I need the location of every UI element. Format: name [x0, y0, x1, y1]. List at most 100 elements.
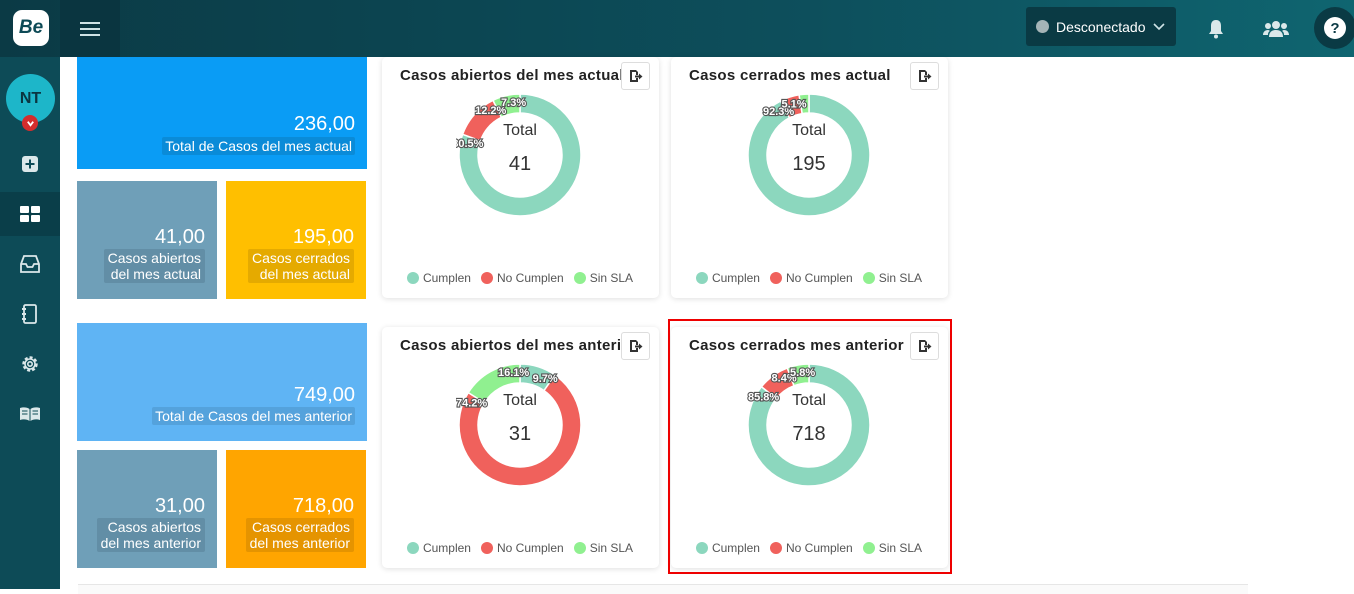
tile-current-closed[interactable]: 195,00 Casos cerrados del mes actual — [226, 181, 366, 299]
legend-item-no-cumplen[interactable]: No Cumplen — [769, 271, 853, 285]
bell-icon — [1209, 19, 1223, 38]
legend-label: Cumplen — [711, 541, 760, 555]
legend-item-cumplen[interactable]: Cumplen — [695, 541, 760, 555]
export-button[interactable] — [621, 62, 650, 90]
help-button[interactable]: ? — [1314, 7, 1354, 49]
sidebar-item-dashboard[interactable] — [0, 192, 60, 236]
tile-current-total[interactable]: 236,00 Total de Casos del mes actual — [77, 57, 367, 169]
tile-label: Casos abiertos del mes actual — [103, 249, 205, 283]
slice-percent-label: 16.1% — [498, 367, 529, 379]
donut-slice-cumplen[interactable] — [458, 93, 582, 217]
status-indicator — [1036, 20, 1049, 33]
legend-item-sin-sla[interactable]: Sin SLA — [573, 271, 633, 285]
legend-item-cumplen[interactable]: Cumplen — [406, 271, 471, 285]
export-icon — [629, 70, 642, 82]
dashboard-icon — [20, 206, 40, 222]
users-button[interactable] — [1251, 0, 1301, 57]
donut-slice-cumplen[interactable] — [747, 363, 871, 487]
legend-item-cumplen[interactable]: Cumplen — [695, 271, 760, 285]
donut-slice-sin-sla[interactable] — [798, 93, 810, 115]
legend-item-cumplen[interactable]: Cumplen — [406, 541, 471, 555]
legend-label: No Cumplen — [496, 541, 564, 555]
help-icon: ? — [1324, 17, 1346, 39]
users-icon — [1263, 20, 1289, 37]
sidebar-item-inbox[interactable] — [0, 242, 60, 286]
menu-button[interactable] — [60, 0, 120, 57]
donut-total-value: 195 — [792, 153, 825, 175]
tile-label-line2: del mes anterior — [249, 535, 350, 551]
tile-label-line2: del mes anterior — [100, 535, 201, 551]
legend-swatch — [695, 542, 708, 554]
chart-legend: Cumplen No Cumplen Sin SLA — [382, 541, 658, 555]
tile-current-open[interactable]: 41,00 Casos abiertos del mes actual — [77, 181, 217, 299]
legend-label: Cumplen — [711, 271, 760, 285]
tile-value: 31,00 — [154, 495, 205, 517]
export-button[interactable] — [621, 332, 650, 360]
legend-swatch — [573, 272, 586, 284]
avatar-menu-toggle[interactable] — [22, 115, 38, 131]
tile-label-line2: del mes actual — [110, 266, 201, 282]
gear-icon — [22, 356, 38, 372]
chart-legend: Cumplen No Cumplen Sin SLA — [671, 271, 947, 285]
donut-total-label: Total — [792, 122, 826, 139]
legend-swatch — [573, 542, 586, 554]
tile-prev-total[interactable]: 749,00 Total de Casos del mes anterior — [77, 323, 367, 441]
donut-slice-sin-sla[interactable] — [467, 363, 521, 404]
donut-total-label: Total — [503, 122, 537, 139]
legend-swatch — [406, 272, 419, 284]
chevron-down-icon — [26, 120, 34, 127]
slice-percent-label: 7.3% — [501, 97, 526, 109]
notifications-button[interactable] — [1191, 0, 1241, 57]
legend-swatch — [480, 542, 493, 554]
top-bar: Be Desconectado ? — [0, 0, 1354, 57]
legend-label: No Cumplen — [785, 271, 853, 285]
donut-chart: 9.7% 74.2% 16.1% Total 31 — [456, 363, 582, 487]
avatar[interactable]: NT — [6, 74, 55, 123]
legend-item-no-cumplen[interactable]: No Cumplen — [480, 271, 564, 285]
export-icon — [918, 70, 931, 82]
legend-swatch — [695, 272, 708, 284]
tile-prev-closed[interactable]: 718,00 Casos cerrados del mes anterior — [226, 450, 366, 568]
donut-slice-sin-sla[interactable] — [491, 93, 521, 119]
slice-percent-label: 5.1% — [782, 99, 807, 111]
slice-percent-label: 5.8% — [790, 367, 815, 379]
slice-percent-label: 74.2% — [456, 397, 487, 409]
notebook-icon — [22, 304, 37, 324]
chart-card-open-previous: Casos abiertos del mes anterior 9.7% 74.2%… — [382, 327, 659, 568]
slice-percent-label: 12.2% — [475, 105, 506, 117]
donut-slice-sin-sla[interactable] — [786, 363, 810, 387]
export-icon — [918, 340, 931, 352]
connection-status-dropdown[interactable]: Desconectado — [1026, 7, 1176, 46]
donut-slice-cumplen[interactable] — [747, 93, 871, 217]
sidebar-item-new[interactable] — [0, 142, 60, 186]
chart-title: Casos cerrados mes anterior — [689, 337, 904, 354]
sidebar-item-settings[interactable] — [0, 342, 60, 386]
donut-total-value: 41 — [509, 153, 531, 175]
tile-label-line1: Casos abiertos — [107, 250, 201, 266]
tile-value: 236,00 — [293, 113, 355, 135]
legend-swatch — [406, 542, 419, 554]
slice-percent-label: 8.4% — [772, 373, 797, 385]
legend-item-no-cumplen[interactable]: No Cumplen — [769, 541, 853, 555]
legend-swatch — [862, 542, 875, 554]
legend-item-no-cumplen[interactable]: No Cumplen — [480, 541, 564, 555]
sidebar-item-notebook[interactable] — [0, 292, 60, 336]
donut-chart: 85.8% 8.4%5.8% Total 718 — [747, 363, 871, 487]
slice-percent-label: 92.3% — [763, 106, 794, 118]
legend-item-sin-sla[interactable]: Sin SLA — [862, 271, 922, 285]
slice-percent-label: 80.5% — [456, 138, 484, 150]
donut-slice-no-cumplen[interactable] — [458, 373, 582, 487]
export-button[interactable] — [910, 332, 939, 360]
book-open-icon — [20, 407, 40, 421]
export-button[interactable] — [910, 62, 939, 90]
donut-chart: 80.5% 12.2%7.3% Total 41 — [456, 93, 582, 217]
donut-chart: 92.3%5.1% Total 195 — [747, 93, 871, 217]
chevron-down-icon — [1153, 23, 1165, 31]
sidebar-item-knowledge[interactable] — [0, 392, 60, 436]
tile-prev-open[interactable]: 31,00 Casos abiertos del mes anterior — [77, 450, 217, 568]
logo[interactable]: Be — [13, 10, 49, 46]
legend-item-sin-sla[interactable]: Sin SLA — [862, 541, 922, 555]
sidebar: NT — [0, 57, 60, 589]
legend-item-sin-sla[interactable]: Sin SLA — [573, 541, 633, 555]
chart-card-closed-previous: Casos cerrados mes anterior 85.8% 8.4% 5.8%… — [671, 327, 948, 568]
